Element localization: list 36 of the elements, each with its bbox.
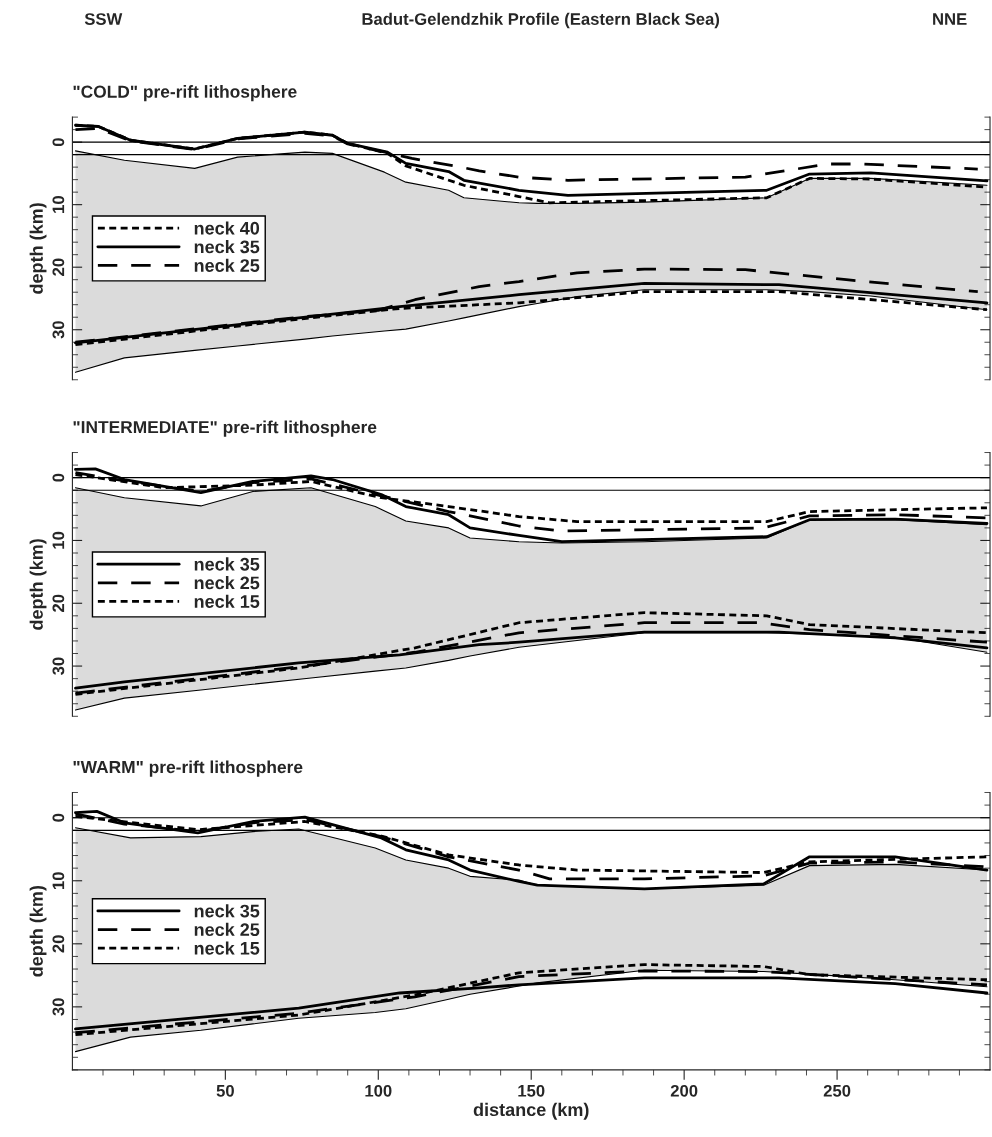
x-tick-label: 150 xyxy=(518,1084,545,1097)
y-tick-label: 10 xyxy=(52,872,65,889)
text: Badut-Gelendzhik Profile (Eastern Black Sea) xyxy=(362,12,720,29)
y-tick-label: 10 xyxy=(52,531,65,549)
y-tick-label: 20 xyxy=(52,935,65,953)
y-tick-label: 0 xyxy=(52,813,65,822)
y-tick-label: 10 xyxy=(52,196,65,213)
text: NNE xyxy=(933,13,967,25)
legend-label: neck 35 xyxy=(194,904,260,918)
y-tick-label: 20 xyxy=(52,594,65,612)
legend-label: neck 15 xyxy=(194,941,260,955)
legend-label: neck 15 xyxy=(194,594,260,608)
x-axis-title: distance (km) xyxy=(473,1102,589,1120)
y-tick-label: 30 xyxy=(52,321,65,339)
chart-title: "INTERMEDIATE" pre-rift lithosphere xyxy=(73,420,377,437)
y-tick-label: 30 xyxy=(52,998,65,1016)
legend-label: neck 25 xyxy=(194,258,260,272)
x-tick-label: 100 xyxy=(365,1084,392,1097)
y-tick-label: 20 xyxy=(52,258,65,276)
y-axis-title: depth (km) xyxy=(29,539,47,630)
y-axis-title: depth (km) xyxy=(29,885,47,977)
y-tick-label: 0 xyxy=(52,138,65,147)
x-tick-label: 200 xyxy=(670,1084,698,1097)
chart-title: "WARM" pre-rift lithosphere xyxy=(73,760,303,777)
legend-label: neck 35 xyxy=(194,240,260,254)
y-tick-label: 30 xyxy=(52,657,65,675)
legend-label: neck 40 xyxy=(194,221,260,235)
legend-label: neck 25 xyxy=(194,576,260,590)
y-axis-title: depth (km) xyxy=(29,203,47,294)
legend-label: neck 25 xyxy=(194,922,260,937)
x-tick-label: 50 xyxy=(216,1084,234,1097)
text: SSW xyxy=(84,13,123,25)
chart-title: "COLD" pre-rift lithosphere xyxy=(73,85,297,102)
y-tick-label: 0 xyxy=(52,473,65,482)
legend-label: neck 35 xyxy=(194,557,260,571)
x-tick-label: 250 xyxy=(823,1084,851,1097)
